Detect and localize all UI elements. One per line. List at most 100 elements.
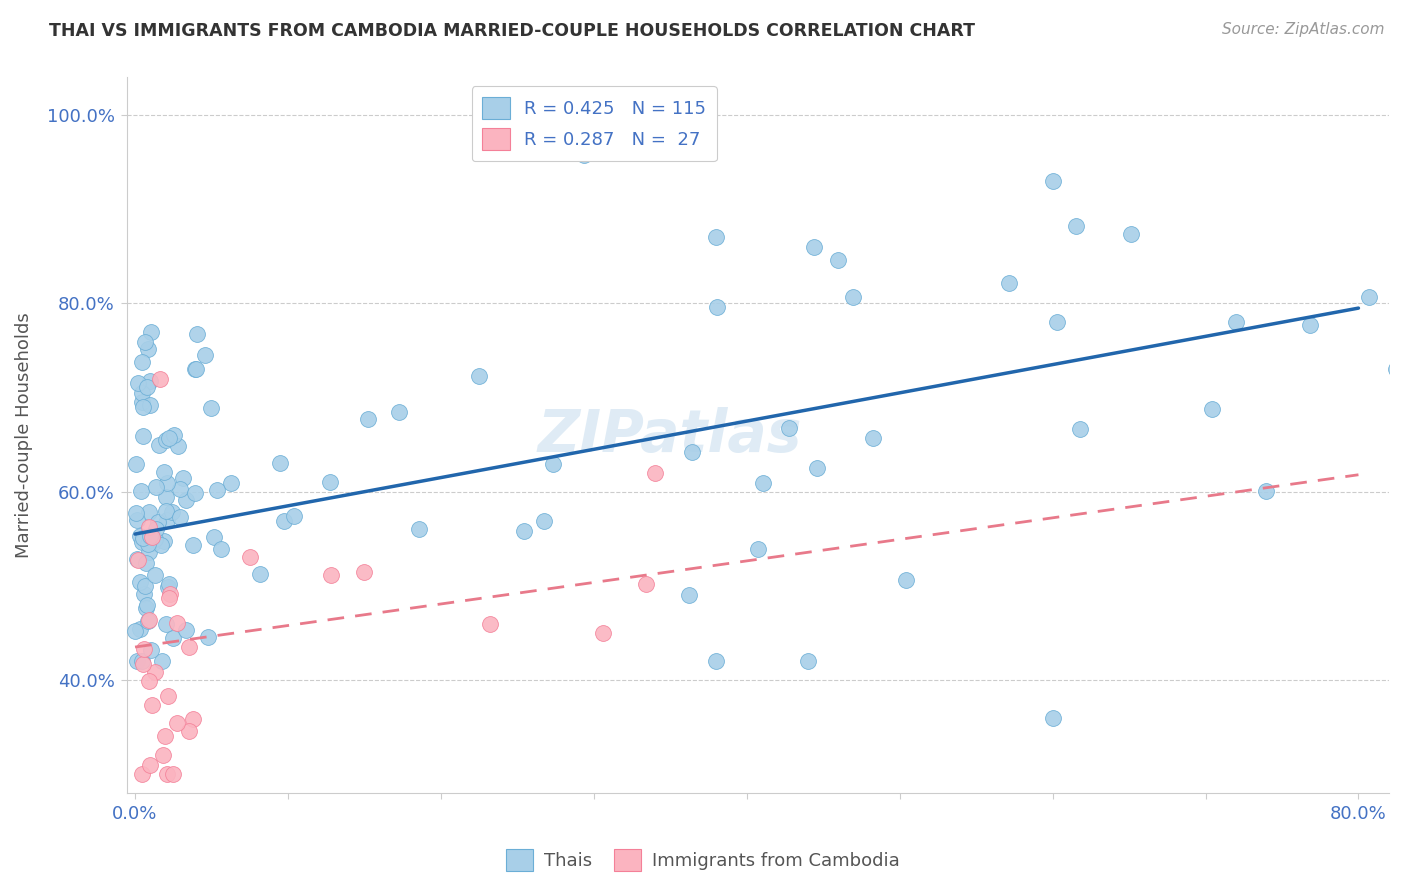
Point <box>1064 219 1087 233</box>
Point <box>533 514 555 528</box>
Legend: Thais, Immigrants from Cambodia: Thais, Immigrants from Cambodia <box>499 842 907 879</box>
Point <box>138 614 160 628</box>
Point <box>167 439 190 453</box>
Point <box>138 520 160 534</box>
Point <box>138 545 160 559</box>
Point <box>186 362 208 376</box>
Point <box>842 290 865 304</box>
Point <box>1069 422 1091 436</box>
Point <box>159 587 181 601</box>
Point <box>131 386 153 401</box>
Point <box>139 757 162 772</box>
Point <box>131 654 153 668</box>
Point <box>143 568 166 582</box>
Point <box>141 698 163 713</box>
Point <box>131 767 153 781</box>
Point <box>163 428 186 442</box>
Point <box>186 327 208 342</box>
Point <box>156 475 179 490</box>
Point <box>135 600 157 615</box>
Point <box>273 514 295 528</box>
Point <box>129 529 152 543</box>
Point <box>150 538 173 552</box>
Point <box>747 542 769 557</box>
Point <box>408 522 430 536</box>
Point <box>139 643 162 657</box>
Point <box>752 475 775 490</box>
Point <box>132 642 155 657</box>
Point <box>468 368 491 383</box>
Point <box>592 626 614 640</box>
Point <box>1225 315 1247 329</box>
Point <box>131 395 153 409</box>
Point <box>319 568 342 582</box>
Point <box>136 537 159 551</box>
Point <box>862 431 884 445</box>
Point <box>183 361 205 376</box>
Point <box>138 674 160 689</box>
Point <box>205 483 228 498</box>
Y-axis label: Married-couple Households: Married-couple Households <box>15 312 32 558</box>
Point <box>157 577 180 591</box>
Point <box>124 624 146 638</box>
Point <box>681 444 703 458</box>
Point <box>169 509 191 524</box>
Point <box>181 538 204 552</box>
Point <box>169 482 191 496</box>
Point <box>153 729 176 743</box>
Point <box>134 334 156 349</box>
Point <box>177 724 200 739</box>
Point <box>138 613 160 627</box>
Point <box>132 657 155 671</box>
Point <box>1358 290 1381 304</box>
Point <box>156 767 179 781</box>
Point <box>704 654 727 668</box>
Point <box>806 461 828 475</box>
Point <box>162 631 184 645</box>
Point <box>269 456 291 470</box>
Point <box>153 465 176 479</box>
Point <box>157 431 180 445</box>
Point <box>127 376 149 390</box>
Point <box>132 531 155 545</box>
Point <box>202 530 225 544</box>
Point <box>129 574 152 589</box>
Point <box>141 325 163 339</box>
Point <box>157 591 180 605</box>
Point <box>1405 265 1406 279</box>
Point <box>136 342 159 356</box>
Point <box>127 513 149 527</box>
Point <box>139 529 162 543</box>
Point <box>803 240 825 254</box>
Point <box>644 466 666 480</box>
Point <box>1046 315 1069 329</box>
Point <box>135 556 157 570</box>
Point <box>148 438 170 452</box>
Point <box>572 147 595 161</box>
Point <box>145 480 167 494</box>
Point <box>155 433 177 447</box>
Point <box>704 230 727 244</box>
Point <box>139 533 162 548</box>
Text: THAI VS IMMIGRANTS FROM CAMBODIA MARRIED-COUPLE HOUSEHOLDS CORRELATION CHART: THAI VS IMMIGRANTS FROM CAMBODIA MARRIED… <box>49 22 976 40</box>
Point <box>1119 227 1142 242</box>
Point <box>131 534 153 549</box>
Point <box>997 277 1019 291</box>
Point <box>145 533 167 547</box>
Point <box>357 412 380 426</box>
Point <box>134 579 156 593</box>
Point <box>156 690 179 704</box>
Point <box>678 588 700 602</box>
Point <box>145 522 167 536</box>
Point <box>139 398 162 412</box>
Point <box>132 429 155 443</box>
Point <box>177 640 200 654</box>
Point <box>139 375 162 389</box>
Point <box>1385 362 1406 376</box>
Point <box>156 512 179 526</box>
Legend: R = 0.425   N = 115, R = 0.287   N =  27: R = 0.425 N = 115, R = 0.287 N = 27 <box>471 87 717 161</box>
Point <box>174 493 197 508</box>
Point <box>155 616 177 631</box>
Point <box>135 379 157 393</box>
Point <box>797 654 820 668</box>
